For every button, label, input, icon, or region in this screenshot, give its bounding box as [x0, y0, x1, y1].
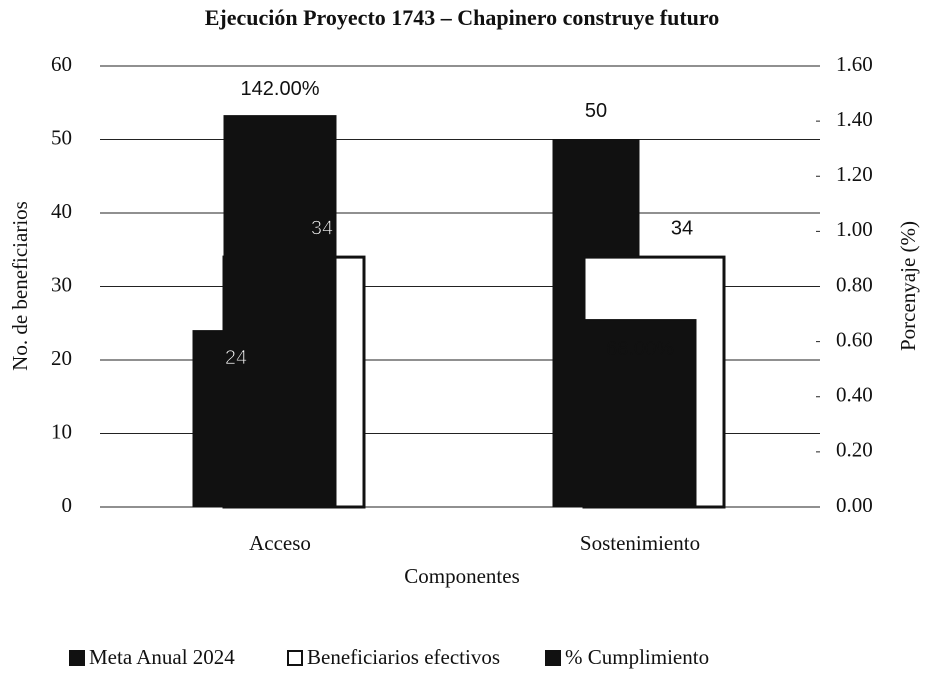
data-label: 34: [311, 217, 333, 239]
y2-axis-title: Porcenyaje (%): [896, 221, 920, 351]
x-axis-title: Componentes: [404, 564, 520, 588]
y2-tick-label: 1.60: [836, 52, 873, 76]
y-tick-label: 50: [51, 125, 72, 149]
y-tick-label: 40: [51, 199, 72, 223]
y2-tick-label: 0.80: [836, 272, 873, 296]
bar: [223, 115, 337, 508]
x-tick-label: Acceso: [249, 531, 311, 555]
y-tick-label: 10: [51, 419, 72, 443]
y2-tick-label: 0.00: [836, 493, 873, 517]
y2-tick-label: 1.40: [836, 107, 873, 131]
y2-tick-label: 0.40: [836, 383, 873, 407]
x-tick-label: Sostenimiento: [580, 531, 700, 555]
y-tick-label: 20: [51, 346, 72, 370]
y-tick-label: 60: [51, 52, 72, 76]
y2-tick-label: 0.20: [836, 438, 873, 462]
y2-tick-label: 0.60: [836, 327, 873, 351]
legend-label: Beneficiarios efectivos: [307, 645, 500, 669]
y2-tick-label: 1.00: [836, 217, 873, 241]
y-tick-label: 30: [51, 272, 72, 296]
data-label: 24: [225, 347, 247, 369]
legend-label: % Cumplimiento: [565, 645, 709, 669]
data-label: 50: [585, 100, 607, 122]
bar: [583, 319, 697, 508]
data-label: 142.00%: [241, 78, 320, 100]
legend-swatch: [545, 650, 561, 666]
y2-tick-label: 1.20: [836, 162, 873, 186]
legend-swatch: [287, 650, 303, 666]
y-tick-label: 0: [62, 493, 73, 517]
legend-swatch: [69, 650, 85, 666]
chart-title: Ejecución Proyecto 1743 – Chapinero cons…: [205, 5, 720, 30]
data-label: 34: [671, 217, 693, 239]
legend-label: Meta Anual 2024: [89, 645, 235, 669]
data-label: 68.00%: [606, 338, 674, 360]
y-axis-title: No. de beneficiarios: [8, 201, 32, 371]
